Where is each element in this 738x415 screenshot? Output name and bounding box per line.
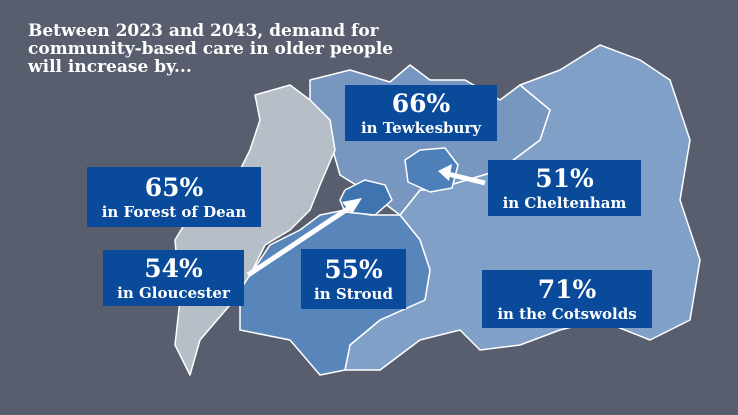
- arrow-cheltenham: [447, 171, 486, 186]
- arrow-head-icon: [342, 198, 362, 214]
- label-tewkesbury: 66% in Tewkesbury: [345, 85, 497, 141]
- pct: 66%: [391, 88, 451, 118]
- area-name: in Gloucester: [117, 283, 230, 302]
- label-cotswolds: 71% in the Cotswolds: [482, 270, 652, 328]
- area-name: in the Cotswolds: [497, 304, 637, 323]
- pct: 65%: [144, 172, 204, 202]
- label-stroud: 55% in Stroud: [301, 249, 406, 309]
- arrow-gloucester: [246, 203, 354, 278]
- area-name: in Cheltenham: [502, 193, 627, 212]
- arrow-head-icon: [438, 164, 452, 181]
- pct: 51%: [535, 163, 594, 193]
- area-name: in Stroud: [314, 284, 393, 303]
- area-name: in Tewkesbury: [360, 118, 482, 137]
- label-cheltenham: 51% in Cheltenham: [488, 160, 641, 216]
- label-forest-of-dean: 65% in Forest of Dean: [87, 167, 261, 227]
- pct: 55%: [324, 254, 383, 284]
- pct: 71%: [537, 274, 597, 304]
- label-gloucester: 54% in Gloucester: [103, 250, 244, 306]
- pct: 54%: [144, 253, 203, 283]
- area-name: in Forest of Dean: [101, 202, 247, 221]
- headline: Between 2023 and 2043, demand for commun…: [28, 21, 394, 77]
